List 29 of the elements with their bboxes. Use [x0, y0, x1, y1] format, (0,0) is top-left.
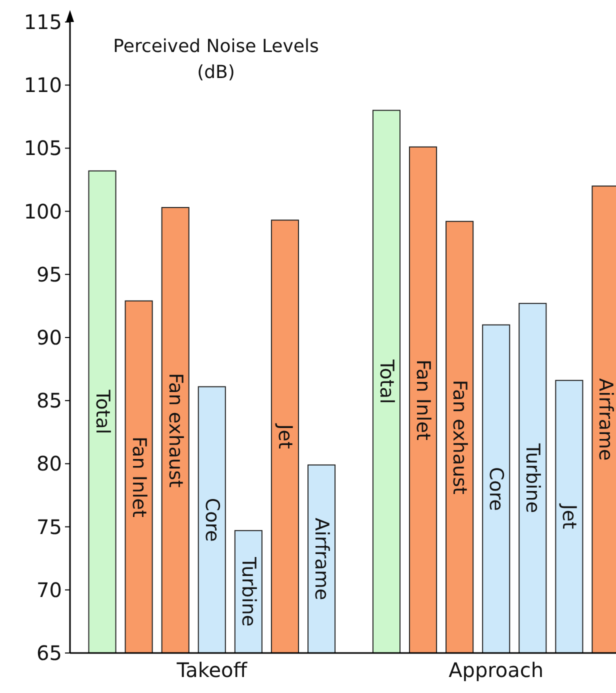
x-tick-label: Takeoff: [176, 658, 248, 682]
series-label: Total: [375, 358, 398, 404]
y-tick-label: 80: [36, 452, 62, 476]
y-tick-label: 75: [36, 514, 62, 539]
text: Jet: [274, 424, 296, 449]
series-label: Turbine: [237, 556, 260, 627]
y-tick-label: 65: [36, 641, 62, 665]
text: Turbine: [522, 443, 544, 514]
text: (dB): [197, 62, 235, 83]
text: Core: [485, 466, 508, 511]
y-tick-label: 110: [24, 73, 62, 98]
y-tick-label: 100: [24, 199, 62, 224]
y-tick-label: 85: [36, 388, 62, 413]
series-label: Fan exhaust: [164, 372, 186, 488]
text: Airframe: [594, 378, 616, 461]
y-tick-label: 115: [24, 10, 62, 34]
x-tick-label: Approach: [448, 658, 544, 682]
y-tick-label: 105: [24, 136, 62, 160]
text: Perceived Noise Levels: [113, 36, 319, 57]
series-label: Fan Inlet: [128, 436, 150, 518]
y-tick-label: 90: [36, 326, 62, 350]
y-tick-label: 95: [36, 262, 62, 286]
text: Total: [91, 390, 114, 434]
series-label: Airframe: [310, 518, 333, 600]
series-label: Core: [200, 498, 223, 542]
text: Fan exhaust: [448, 380, 471, 494]
y-tick-label: 70: [36, 578, 62, 602]
text: Fan Inlet: [412, 359, 434, 440]
series-label: Jet: [558, 503, 580, 530]
